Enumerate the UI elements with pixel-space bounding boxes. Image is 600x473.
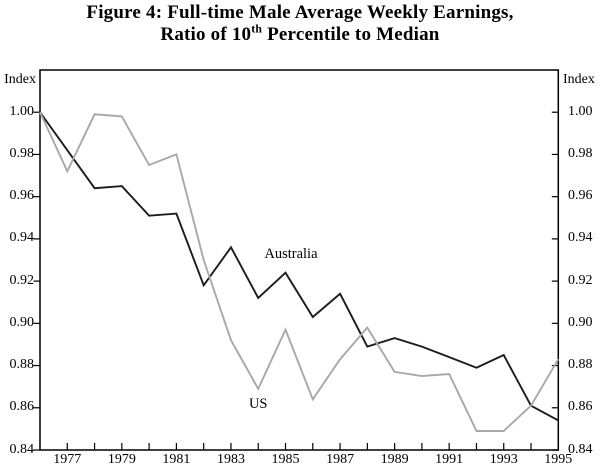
plot-area-border [39, 69, 560, 451]
x-tick-label: 1993 [489, 452, 518, 467]
x-tick-label: 1991 [435, 452, 464, 467]
y-tick-label-left: 1.00 [9, 103, 35, 119]
x-tick-label: 1983 [216, 452, 245, 467]
chart-title-line2: Ratio of 10th Percentile to Median [160, 22, 440, 45]
y-tick-label-left: 0.94 [9, 230, 35, 246]
australia-series-label: Australia [264, 246, 318, 263]
x-tick-label: 1995 [544, 452, 573, 467]
y-tick-label-left: 0.92 [9, 272, 35, 288]
chart-title-line1: Figure 4: Full-time Male Average Weekly … [86, 2, 514, 23]
y-tick-label-right: 1.00 [568, 103, 593, 119]
y-tick-label-left: 0.86 [9, 399, 35, 415]
y-axis-title-left: Index [4, 72, 36, 87]
x-tick-label: 1979 [107, 452, 136, 467]
y-tick-label-right: 0.98 [568, 145, 593, 161]
y-tick-label-left: 0.98 [9, 145, 35, 161]
chart-title: Figure 4: Full-time Male Average Weekly … [0, 2, 600, 46]
y-tick-label-left: 0.90 [9, 314, 35, 330]
x-tick-label: 1987 [326, 452, 355, 467]
x-tick-label: 1981 [162, 452, 191, 467]
x-tick-label: 1989 [380, 452, 409, 467]
y-tick-label-right: 0.94 [568, 230, 593, 246]
y-tick-label-left: 0.84 [9, 441, 35, 457]
australia-line [39, 111, 559, 422]
y-tick-label-right: 0.90 [568, 314, 593, 330]
y-tick-label-right: 0.96 [568, 188, 593, 204]
us-line [39, 111, 560, 432]
title-superscript: th [251, 22, 263, 36]
x-tick-label: 1985 [271, 452, 300, 467]
y-axis-title-right: Index [563, 72, 595, 87]
y-tick-label-right: 0.88 [568, 357, 593, 373]
y-tick-label-left: 0.96 [9, 188, 35, 204]
y-tick-label-left: 0.88 [9, 357, 35, 373]
x-tick-label: 1977 [53, 452, 82, 467]
axis-tick-marks [33, 111, 559, 451]
y-tick-label-right: 0.92 [568, 272, 593, 288]
y-tick-label-right: 0.86 [568, 399, 593, 415]
us-series-label: US [248, 395, 268, 412]
y-tick-label-right: 0.84 [568, 441, 593, 457]
